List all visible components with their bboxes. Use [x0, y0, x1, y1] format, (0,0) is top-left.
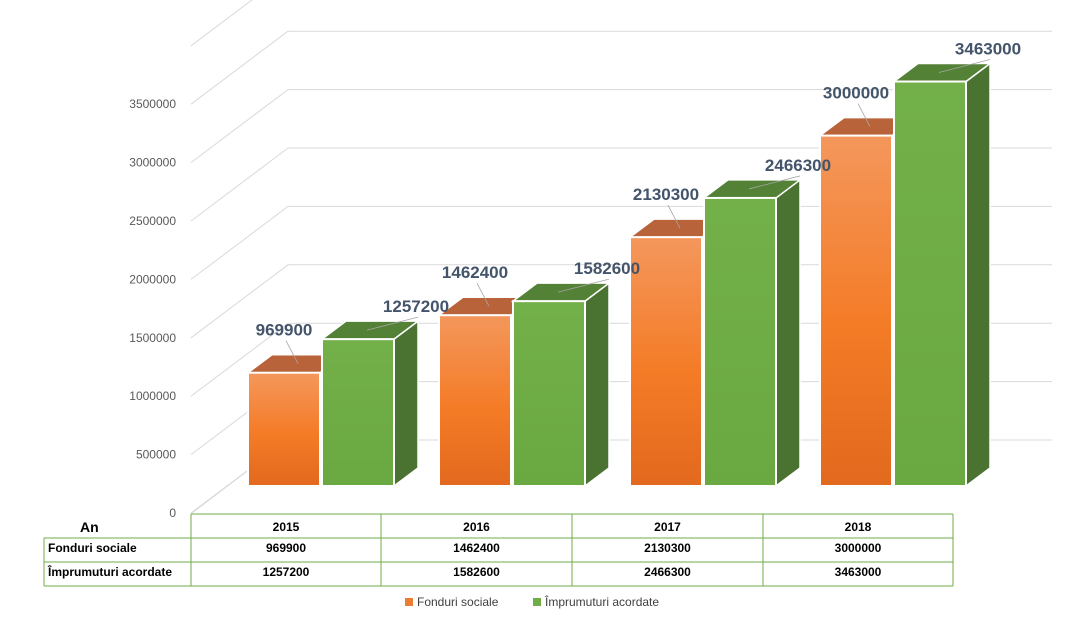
table-cell: 969900 [266, 541, 306, 555]
table-header-cell: 2017 [654, 520, 681, 534]
bar-fonduri-sociale-2015 [247, 371, 321, 487]
legend-swatch [533, 598, 541, 606]
table-cell: 1462400 [453, 541, 500, 555]
data-label: 2466300 [765, 156, 831, 175]
legend-swatch [405, 598, 413, 606]
leader-line [285, 340, 299, 364]
y-tick-label: 1500000 [129, 331, 176, 345]
gridline-side [190, 89, 289, 163]
gridline-side [190, 264, 289, 339]
data-label: 2130300 [633, 185, 699, 204]
y-axis: 0 500000 1000000 1500000 2000000 2500000 30000… [129, 97, 176, 520]
gridline-side [190, 147, 289, 222]
bar-fonduri-sociale-2017 [629, 236, 703, 487]
y-tick-label: 3500000 [129, 97, 176, 111]
data-table: An 2015 2016 2017 2018 Fonduri sociale 969900 1… [43, 513, 954, 587]
legend: Fonduri sociale Împrumuturi acordate [405, 594, 659, 609]
table-header-cell: 2016 [463, 520, 490, 534]
gridline-side [190, 322, 289, 397]
data-label: 1582600 [574, 259, 640, 278]
table-cell: 3000000 [835, 541, 882, 555]
bar-side [965, 62, 991, 488]
y-tick-label: 2500000 [129, 214, 176, 228]
data-label: 1257200 [383, 297, 449, 316]
data-label: 969900 [256, 321, 313, 340]
data-label: 1462400 [442, 263, 508, 282]
bar-împrumuturi-acordate-2017 [703, 196, 777, 487]
table-header-cell: 2015 [273, 520, 300, 534]
gridline-side [190, 30, 289, 105]
gridline-side [190, 0, 253, 47]
x-axis-title: An [80, 519, 99, 535]
bar-fonduri-sociale-2018 [819, 134, 893, 487]
leader-line [938, 59, 991, 73]
table-cell: 1257200 [263, 565, 310, 579]
table-cell: 3463000 [835, 565, 882, 579]
bar-side [393, 319, 419, 488]
leader-line [857, 103, 871, 127]
table-cell: 1582600 [453, 565, 500, 579]
gridline-side [190, 206, 289, 280]
table-cell: 2466300 [644, 565, 691, 579]
table-cell: 2130300 [644, 541, 691, 555]
y-tick-label: 0 [169, 506, 176, 520]
table-header-cell: 2018 [845, 520, 872, 534]
data-label: 3000000 [823, 84, 889, 103]
table-row-label: Împrumuturi acordate [47, 564, 172, 579]
bars [245, 62, 993, 488]
bar-împrumuturi-acordate-2015 [321, 338, 395, 487]
leader-line [557, 278, 610, 293]
legend-label: Fonduri sociale [417, 595, 499, 609]
y-tick-label: 1000000 [129, 389, 176, 403]
leader-line [366, 316, 419, 331]
leader-line [476, 283, 490, 307]
bar-împrumuturi-acordate-2018 [893, 80, 967, 487]
bar-împrumuturi-acordate-2016 [512, 300, 586, 487]
bar-fonduri-sociale-2016 [438, 314, 512, 487]
bar-side [775, 178, 801, 488]
y-tick-label: 500000 [136, 448, 176, 462]
leader-line [667, 204, 681, 229]
leader-line [748, 175, 801, 190]
table-row-label: Fonduri sociale [48, 541, 137, 555]
data-label: 3463000 [955, 40, 1021, 59]
bar-side [584, 281, 610, 488]
data-labels: 969900 1257200 1462400 1582600 2130300 246630… [256, 40, 1021, 364]
y-tick-label: 3000000 [129, 156, 176, 170]
y-tick-label: 2000000 [129, 272, 176, 286]
legend-label: Împrumuturi acordate [544, 594, 659, 609]
